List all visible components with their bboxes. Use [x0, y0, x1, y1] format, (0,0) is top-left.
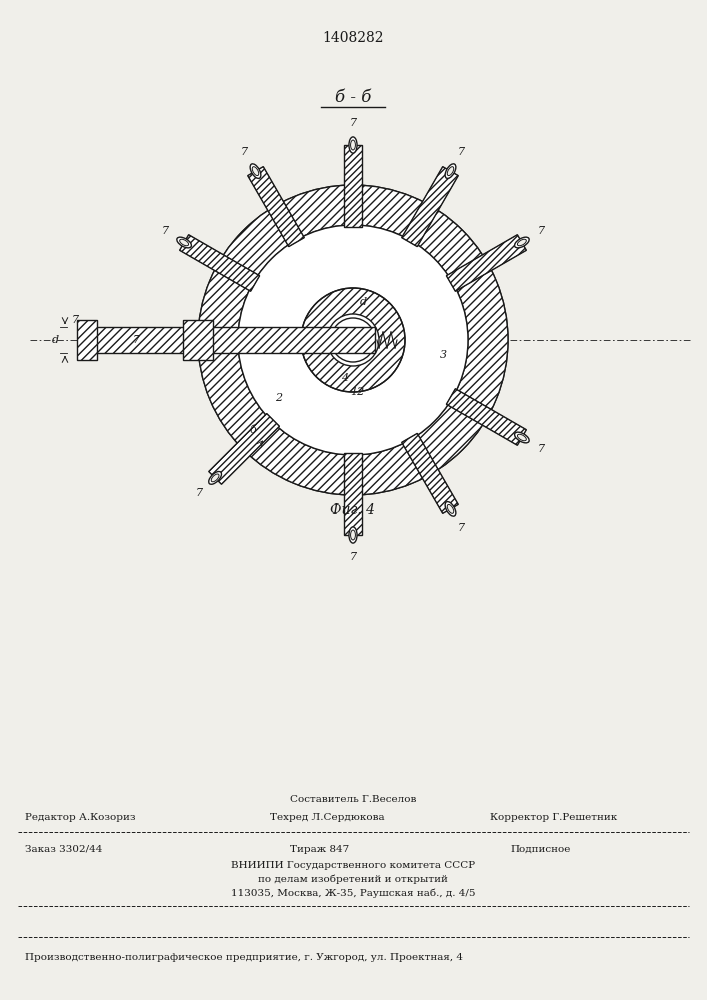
Ellipse shape — [515, 237, 529, 248]
Text: Техред Л.Сердюкова: Техред Л.Сердюкова — [270, 814, 385, 822]
Bar — [95, 327, 375, 353]
Text: 12: 12 — [350, 387, 364, 397]
Text: 113035, Москва, Ж-35, Раушская наб., д. 4/5: 113035, Москва, Ж-35, Раушская наб., д. … — [230, 888, 475, 898]
Ellipse shape — [349, 527, 357, 543]
Text: Фиг. 4: Фиг. 4 — [330, 503, 375, 517]
Ellipse shape — [351, 140, 356, 150]
Ellipse shape — [349, 137, 357, 153]
Polygon shape — [247, 167, 304, 247]
Text: 7: 7 — [161, 227, 169, 236]
Text: Подписное: Подписное — [510, 844, 571, 854]
Polygon shape — [446, 235, 527, 291]
Text: 7: 7 — [537, 227, 544, 236]
Text: Заказ 3302/44: Заказ 3302/44 — [25, 844, 103, 854]
Bar — [183, 320, 213, 360]
Polygon shape — [158, 331, 240, 349]
Text: 1408282: 1408282 — [322, 31, 384, 45]
Wedge shape — [198, 185, 508, 495]
Ellipse shape — [177, 237, 192, 248]
Ellipse shape — [180, 239, 189, 246]
Bar — [77, 320, 97, 360]
Bar — [95, 327, 375, 353]
Ellipse shape — [211, 474, 219, 482]
Ellipse shape — [250, 164, 261, 178]
Ellipse shape — [448, 504, 454, 513]
Text: 7: 7 — [71, 315, 78, 325]
Polygon shape — [344, 453, 362, 535]
Text: 7: 7 — [132, 335, 139, 345]
Text: 7: 7 — [349, 552, 356, 562]
Ellipse shape — [515, 432, 529, 443]
Text: 3: 3 — [440, 350, 447, 360]
Polygon shape — [402, 167, 458, 247]
Ellipse shape — [252, 167, 259, 176]
Ellipse shape — [518, 239, 526, 246]
Text: 7: 7 — [537, 444, 544, 454]
Text: Тираж 847: Тираж 847 — [291, 844, 350, 854]
Ellipse shape — [209, 471, 221, 484]
Polygon shape — [402, 433, 458, 513]
Ellipse shape — [351, 530, 356, 540]
Text: d: d — [359, 297, 366, 307]
Ellipse shape — [445, 502, 456, 516]
Text: 7: 7 — [196, 488, 203, 498]
Ellipse shape — [445, 164, 456, 178]
Ellipse shape — [518, 434, 526, 441]
Text: Редактор А.Козориз: Редактор А.Козориз — [25, 814, 136, 822]
Polygon shape — [344, 145, 362, 227]
Text: 7: 7 — [458, 147, 465, 157]
Text: б: б — [250, 425, 256, 435]
Ellipse shape — [448, 167, 454, 176]
Text: б - б: б - б — [335, 90, 371, 106]
Circle shape — [331, 318, 375, 362]
Ellipse shape — [150, 336, 166, 344]
Text: по делам изобретений и открытий: по делам изобретений и открытий — [258, 874, 448, 884]
Text: Корректор Г.Решетник: Корректор Г.Решетник — [490, 814, 617, 822]
Bar — [183, 320, 213, 360]
Text: Производственно-полиграфическое предприятие, г. Ужгород, ул. Проектная, 4: Производственно-полиграфическое предприя… — [25, 952, 463, 962]
Text: 2: 2 — [275, 393, 282, 403]
Text: 4: 4 — [341, 373, 349, 383]
Text: 7: 7 — [349, 118, 356, 128]
Bar — [77, 320, 97, 360]
Wedge shape — [301, 288, 405, 392]
Text: 7: 7 — [241, 147, 248, 157]
Text: Составитель Г.Веселов: Составитель Г.Веселов — [290, 796, 416, 804]
Polygon shape — [446, 389, 527, 445]
Polygon shape — [180, 235, 259, 291]
Ellipse shape — [153, 338, 163, 342]
Circle shape — [238, 225, 468, 455]
Text: d: d — [52, 335, 59, 345]
Text: ВНИИПИ Государственного комитета СССР: ВНИИПИ Государственного комитета СССР — [231, 860, 475, 869]
Circle shape — [198, 185, 508, 495]
Polygon shape — [209, 414, 279, 484]
Text: 7: 7 — [458, 523, 465, 533]
